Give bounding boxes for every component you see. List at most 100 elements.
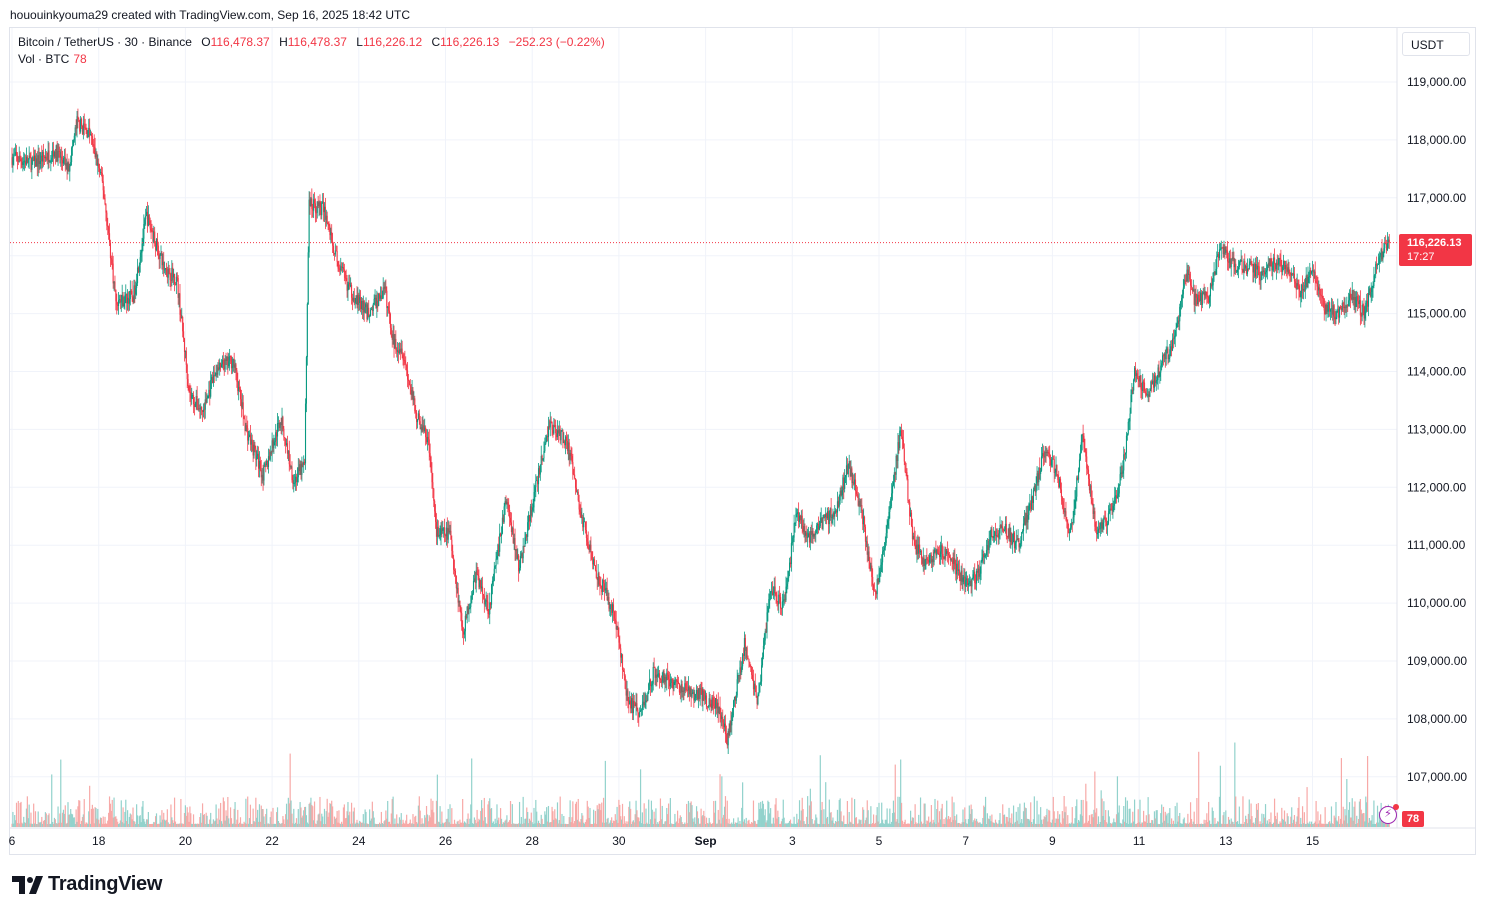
candle-body <box>976 570 978 573</box>
candle-body <box>1276 262 1278 266</box>
candle-body <box>901 436 904 440</box>
volume-bar <box>891 813 894 827</box>
volume-bar <box>388 821 391 827</box>
candle-body <box>600 585 602 587</box>
candle-body <box>854 479 856 485</box>
candle-body <box>864 516 866 527</box>
candle-body <box>524 537 526 547</box>
candle-body <box>230 356 233 369</box>
volume-bar <box>1318 823 1320 827</box>
volume-bar <box>543 823 545 827</box>
volume-bar <box>11 823 13 827</box>
candle-body <box>971 578 973 587</box>
candle-body <box>1117 493 1119 497</box>
volume-bar <box>1265 823 1268 827</box>
volume-bar <box>1005 816 1007 827</box>
candle-body <box>1012 542 1014 545</box>
candle-body <box>465 615 467 619</box>
volume-bar <box>823 809 825 827</box>
x-tick-label: 26 <box>439 834 453 848</box>
candle-body <box>1378 257 1380 264</box>
volume-bar <box>317 814 319 827</box>
candle-body <box>379 295 382 299</box>
volume-bar <box>1226 823 1228 827</box>
candle-body <box>1254 263 1256 277</box>
candle-body <box>1384 243 1386 249</box>
candle-body <box>24 160 27 165</box>
volume-bar <box>313 801 316 827</box>
volume-bar <box>607 817 609 827</box>
candle-body <box>1330 308 1333 310</box>
candle-body <box>1042 453 1044 457</box>
candle-body <box>403 360 405 362</box>
volume-bar <box>292 823 294 827</box>
candle-body <box>1011 532 1013 545</box>
volume-bar <box>337 822 339 827</box>
volume-bar <box>523 823 525 827</box>
volume-bar <box>350 802 353 827</box>
volume-bar <box>651 809 653 827</box>
volume-bar <box>794 823 796 827</box>
volume-bar <box>807 823 810 827</box>
candle-body <box>305 357 307 404</box>
candle-body <box>1135 373 1137 376</box>
volume-bar <box>596 805 598 827</box>
candle-body <box>78 118 80 121</box>
candle-body <box>780 608 783 610</box>
candle-body <box>1236 271 1238 273</box>
volume-bar <box>432 800 434 827</box>
candle-body <box>355 295 357 303</box>
candle-body <box>1138 379 1140 382</box>
candle-body <box>1063 507 1065 513</box>
candle-body <box>587 541 589 548</box>
volume-bar <box>21 822 23 827</box>
candle-body <box>1115 495 1117 497</box>
tradingview-logo[interactable]: TradingView <box>12 873 162 896</box>
candle-body <box>349 282 351 287</box>
volume-bar <box>1003 814 1005 827</box>
candle-body <box>1100 521 1102 526</box>
volume-bar <box>814 820 816 827</box>
volume-bar <box>324 823 326 827</box>
volume-bar <box>308 803 310 827</box>
volume-bar <box>777 810 779 827</box>
candle-body <box>1067 522 1069 529</box>
volume-bar <box>973 820 975 827</box>
volume-bar <box>725 818 727 827</box>
currency-button[interactable]: USDT <box>1402 32 1470 56</box>
candle-body <box>824 514 826 518</box>
candle-body <box>1225 249 1227 253</box>
volume-bar <box>910 820 913 827</box>
volume-bar <box>618 799 620 827</box>
volume-label[interactable]: Vol · BTC <box>18 52 70 66</box>
candle-body <box>670 678 672 684</box>
candle-body <box>877 579 879 583</box>
volume-bar <box>758 802 760 827</box>
y-tick-label: 112,000.00 <box>1407 480 1466 494</box>
lightning-icon[interactable]: ⚡ <box>1379 804 1399 824</box>
candle-body <box>1049 453 1051 460</box>
volume-bar <box>301 817 303 827</box>
volume-bar <box>1218 796 1221 827</box>
volume-bar <box>1206 813 1208 827</box>
volume-bar <box>145 819 148 827</box>
symbol-label[interactable]: Bitcoin / TetherUS · 30 · Binance <box>18 35 192 49</box>
candle-body <box>757 694 759 705</box>
volume-bar <box>908 823 910 827</box>
volume-bar <box>1286 813 1288 827</box>
volume-bar <box>501 823 503 827</box>
candle-body <box>211 377 213 381</box>
volume-bar <box>97 808 99 827</box>
volume-bar <box>561 813 563 827</box>
candle-body <box>681 684 683 692</box>
candle-body <box>209 389 211 397</box>
candle-body <box>1259 277 1261 281</box>
candle-body <box>365 304 367 308</box>
volume-bar <box>1087 822 1089 827</box>
candle-body <box>1078 470 1080 480</box>
volume-bar <box>1096 823 1099 827</box>
volume-bar <box>716 823 718 827</box>
candle-body <box>336 250 338 262</box>
candle-body <box>892 481 894 486</box>
